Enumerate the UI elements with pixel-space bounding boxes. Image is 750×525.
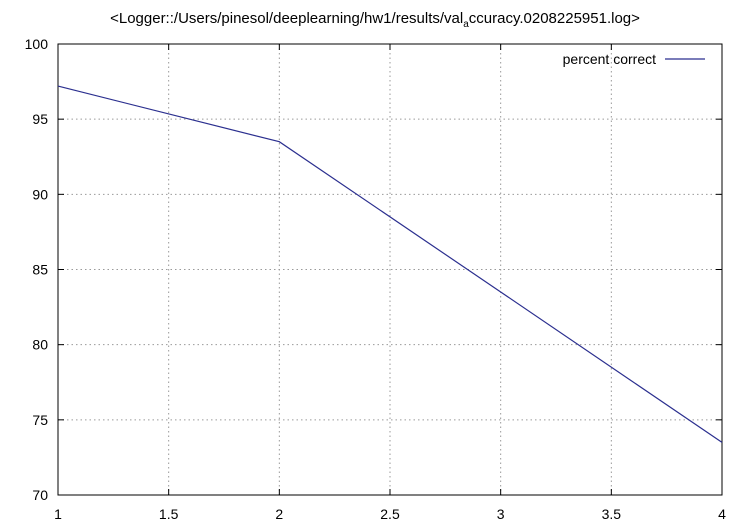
y-tick-label: 100: [25, 36, 49, 52]
chart-title-prefix: <Logger::/Users/pinesol/deeplearning/hw1…: [110, 10, 464, 27]
x-tick-label: 1: [54, 506, 62, 522]
x-tick-label: 4: [718, 506, 726, 522]
y-tick-label: 85: [32, 262, 48, 278]
y-tick-label: 70: [32, 487, 48, 503]
chart-title-sub: a: [463, 19, 469, 30]
y-tick-label: 80: [32, 337, 48, 353]
y-tick-label: 95: [32, 111, 48, 127]
series-line: [57, 85, 723, 443]
chart-title: <Logger::/Users/pinesol/deeplearning/hw1…: [0, 10, 750, 30]
y-tick-label: 90: [32, 186, 48, 202]
x-tick-label: 3.5: [602, 506, 622, 522]
x-tick-label: 3: [497, 506, 505, 522]
y-tick-label: 75: [32, 412, 48, 428]
x-tick-label: 1.5: [159, 506, 179, 522]
legend-label: percent correct: [563, 51, 656, 67]
x-tick-label: 2: [275, 506, 283, 522]
x-tick-label: 2.5: [380, 506, 400, 522]
chart-title-suffix: ccuracy.0208225951.log>: [468, 10, 640, 27]
